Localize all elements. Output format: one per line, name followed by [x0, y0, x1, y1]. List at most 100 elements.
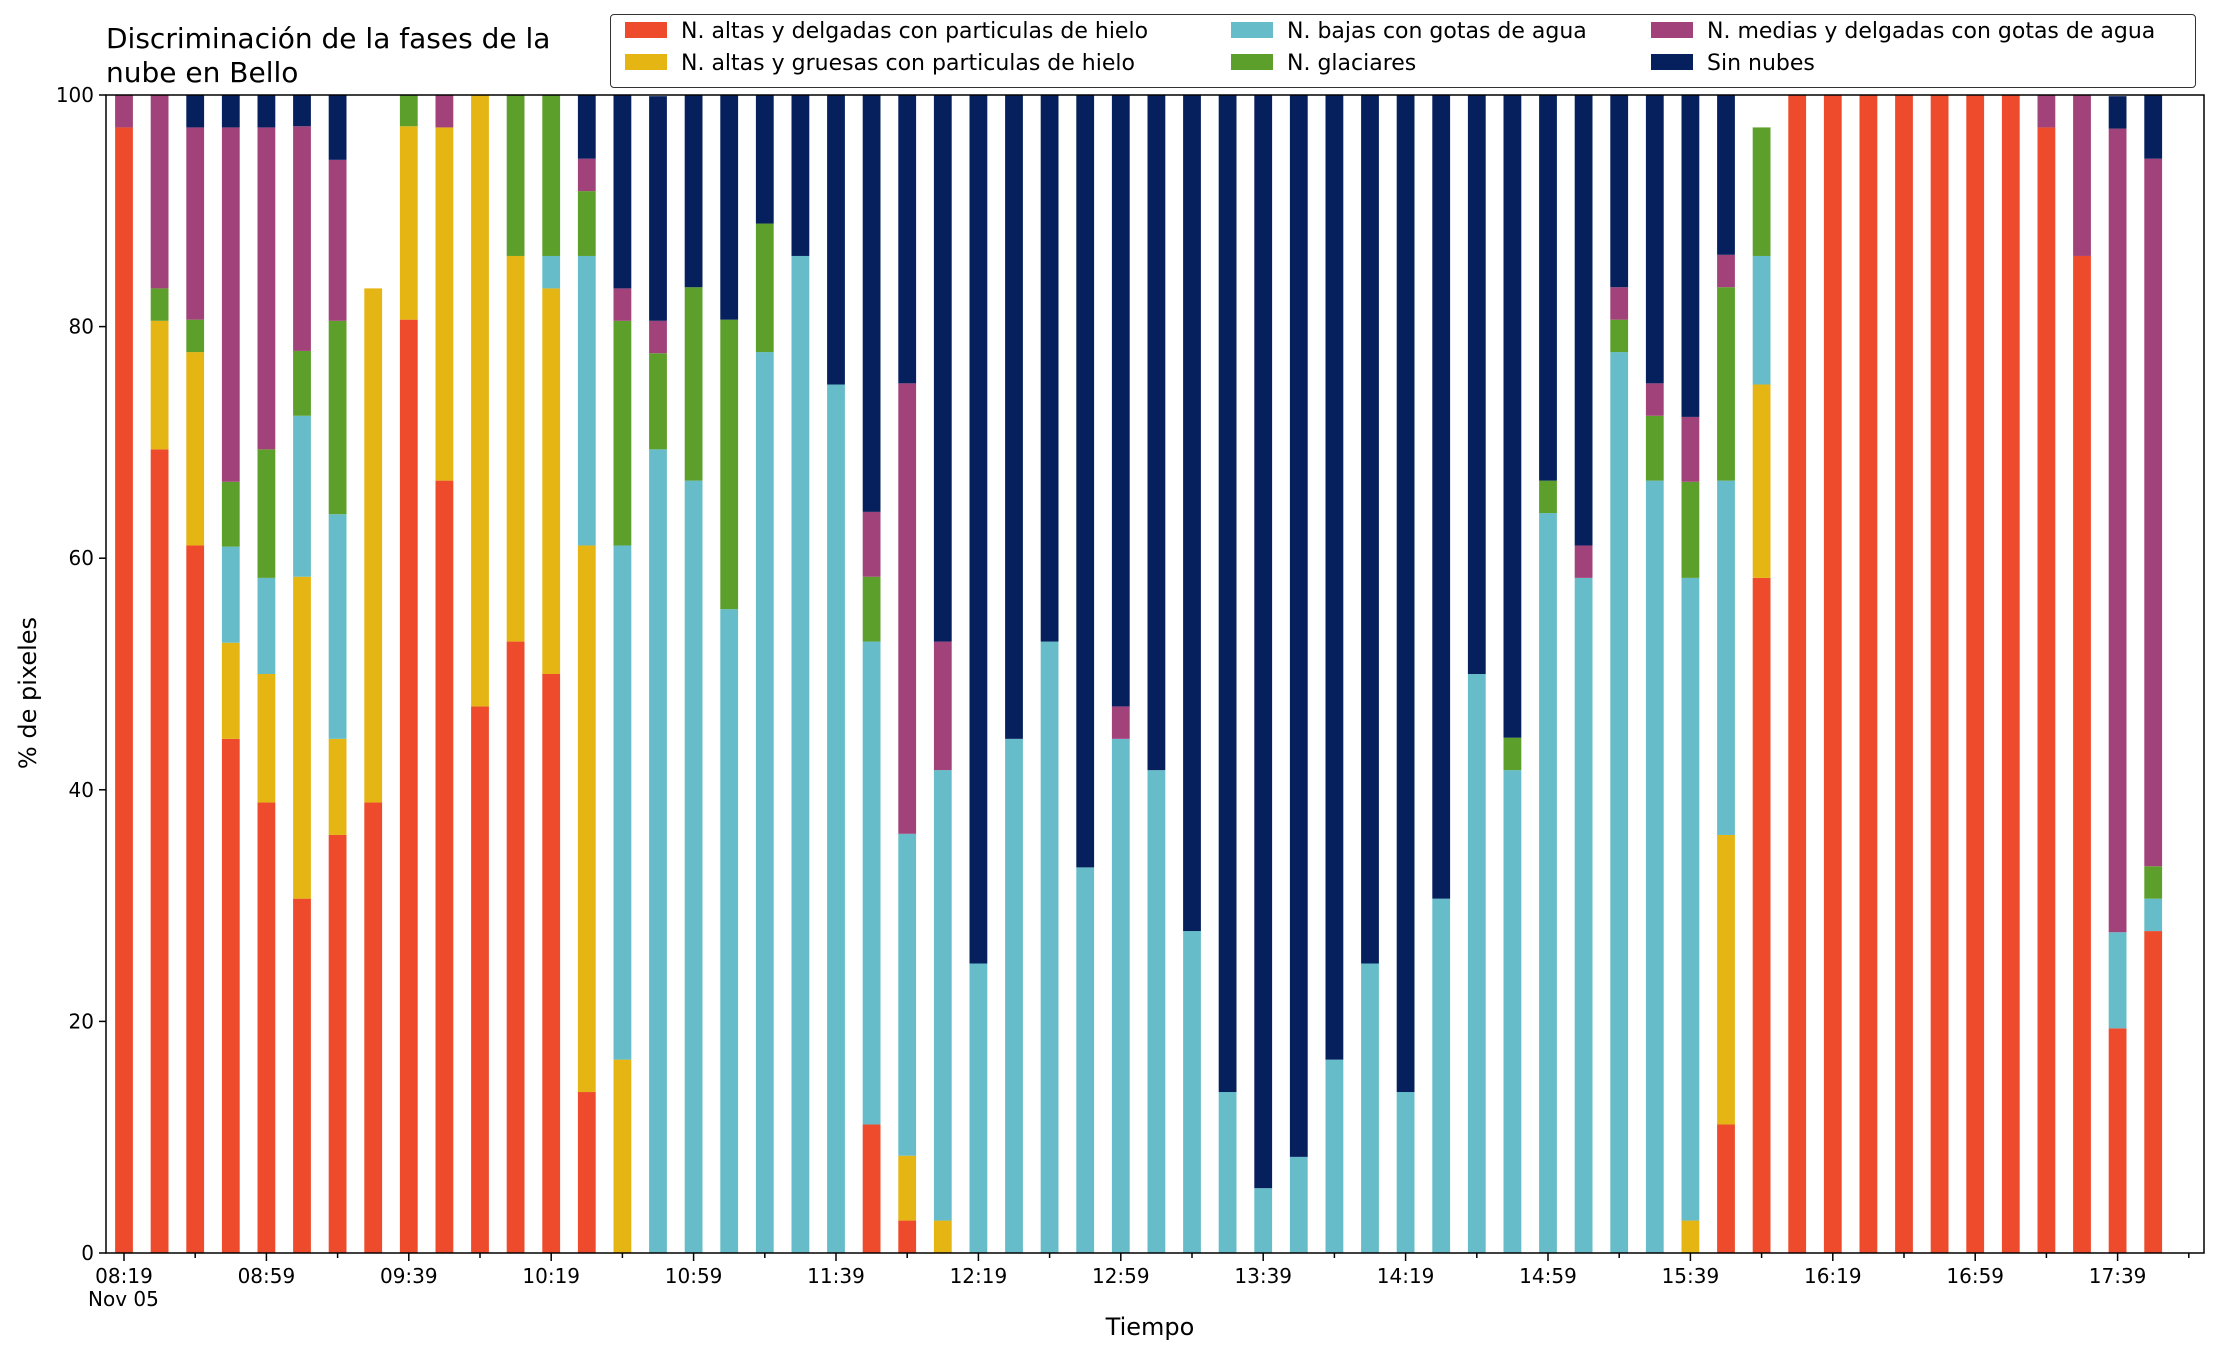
x-tick-label: 08:19 — [95, 1264, 153, 1288]
bar-segment — [577, 158, 596, 192]
bar-segment — [613, 288, 632, 321]
legend-item: N. altas y delgadas con particulas de hi… — [625, 18, 1148, 46]
bar-segment — [1645, 383, 1664, 416]
bar-segment — [328, 514, 347, 739]
bar-segment — [328, 834, 347, 1253]
bar-segment — [2037, 127, 2056, 1254]
bar-segment — [1859, 95, 1878, 1253]
bar-segment — [471, 706, 489, 1253]
bar-segment — [186, 545, 205, 1253]
bar-segment — [1503, 95, 1522, 738]
bar-segment — [933, 770, 952, 1221]
x-tick-label: 16:19 — [1804, 1264, 1862, 1288]
bar-segment — [1610, 319, 1629, 353]
bar-segment — [720, 609, 739, 1253]
bar-segment — [328, 159, 347, 321]
bar-segment — [1503, 770, 1522, 1253]
bar-segment — [1503, 737, 1522, 771]
bar-segment — [862, 95, 881, 512]
bar-segment — [1467, 674, 1486, 1253]
bar-segment — [293, 350, 311, 416]
x-tick-label: 11:39 — [807, 1264, 865, 1288]
bar-segment — [1610, 95, 1629, 288]
bar-segment — [542, 674, 561, 1253]
bar-segment — [150, 449, 169, 1253]
bar-segment — [1040, 641, 1059, 1253]
bar-segment — [969, 95, 988, 964]
y-tick-label: 100 — [56, 83, 94, 107]
legend-label: N. glaciares — [1287, 51, 1417, 76]
bar-segment — [1361, 95, 1379, 964]
x-tick-label: 10:19 — [522, 1264, 580, 1288]
bar-segment — [1645, 480, 1664, 1253]
bar-segment — [1539, 513, 1557, 1253]
bar-segment — [2108, 932, 2127, 1029]
bar-segment — [1147, 770, 1166, 1253]
bar-segment — [1361, 963, 1379, 1253]
bar-segment — [933, 641, 952, 771]
x-tick-label: 13:39 — [1234, 1264, 1292, 1288]
bar-segment — [933, 95, 952, 642]
bar-segment — [613, 545, 632, 1060]
bar-segment — [649, 96, 667, 321]
bar-segment — [898, 833, 917, 1156]
bar-segment — [1717, 95, 1735, 255]
bar-segment — [613, 95, 632, 289]
bar-segment — [1289, 1156, 1308, 1253]
bar-segment — [613, 320, 632, 546]
bar-segment — [969, 963, 988, 1253]
legend-item: N. medias y delgadas con gotas de agua — [1651, 18, 2155, 46]
legend-label: N. altas y delgadas con particulas de hi… — [681, 19, 1149, 44]
bar-segment — [1432, 898, 1451, 1253]
bar-segment — [1111, 738, 1130, 1253]
bar-segment — [221, 546, 240, 643]
bar-segment — [221, 481, 240, 547]
bar-segment — [1183, 95, 1201, 932]
legend-item: Sin nubes — [1651, 50, 1815, 78]
bar-segment — [577, 95, 596, 159]
bar-segment — [1645, 415, 1664, 481]
bar-segment — [1183, 931, 1201, 1253]
bar-segment — [1681, 1220, 1700, 1253]
bar-segment — [577, 191, 596, 256]
bar-segment — [577, 255, 596, 546]
legend-swatch — [625, 22, 667, 38]
legend-swatch — [1231, 54, 1273, 70]
y-tick-label: 20 — [69, 1009, 94, 1033]
bar-segment — [2108, 96, 2127, 129]
x-tick-label: 17:39 — [2089, 1264, 2147, 1288]
x-tick-label: 16:59 — [1946, 1264, 2004, 1288]
bar-segment — [898, 1220, 917, 1253]
bar-segment — [862, 641, 881, 1125]
bar-segment — [898, 383, 917, 834]
x-tick-label: 10:59 — [665, 1264, 723, 1288]
legend-label: N. altas y gruesas con particulas de hie… — [681, 51, 1135, 76]
bar-segment — [1467, 95, 1486, 674]
bar-segment — [2144, 158, 2163, 867]
bar-segment — [221, 127, 240, 482]
bar-segment — [506, 255, 525, 642]
bar-segment — [1717, 834, 1735, 1125]
bar-segment — [1396, 1092, 1415, 1253]
bar-segment — [1895, 95, 1913, 1253]
bar-segment — [186, 352, 205, 546]
legend-label: N. medias y delgadas con gotas de agua — [1707, 19, 2156, 44]
x-tick-label: 12:19 — [950, 1264, 1008, 1288]
bar-segment — [1325, 1059, 1344, 1253]
bar-segment — [1040, 95, 1059, 642]
bar-segment — [2001, 95, 2020, 1253]
bar-segment — [1752, 127, 1771, 256]
bar-segment — [1254, 1188, 1273, 1253]
bar-segment — [221, 95, 240, 128]
bar-segment — [1966, 95, 1985, 1253]
bar-segment — [1539, 480, 1557, 514]
bar-segment — [791, 255, 810, 1253]
bar-segment — [257, 577, 276, 674]
bar-segment — [1752, 577, 1771, 1253]
bar-segment — [364, 802, 383, 1253]
bar-segment — [684, 95, 703, 288]
bar-segment — [1752, 384, 1771, 578]
bar-segment — [1147, 95, 1166, 771]
bar-segment — [649, 320, 667, 354]
legend-swatch — [1651, 54, 1693, 70]
